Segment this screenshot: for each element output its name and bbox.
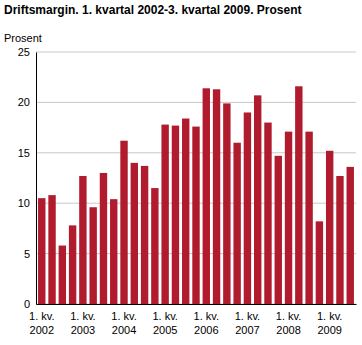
bar (48, 195, 55, 304)
bar (110, 199, 117, 304)
bar (347, 167, 354, 304)
y-tick-label: 15 (18, 147, 30, 159)
bar (161, 125, 168, 304)
bar (192, 127, 199, 304)
grid (36, 52, 356, 304)
bar (326, 151, 333, 304)
bar (69, 225, 76, 304)
x-tick: 1. kv.2002 (29, 304, 54, 336)
bar (100, 173, 107, 304)
grid-line (36, 102, 356, 103)
bar (233, 143, 240, 304)
bar (223, 103, 230, 304)
y-tick: 5 (24, 248, 36, 260)
bar (151, 188, 158, 304)
plot: 0 5 10 15 20 25 1. kv.2002 1. kv.2003 1. kv.2004… (18, 46, 357, 336)
y-axis: 0 5 10 15 20 25 (18, 46, 37, 310)
x-tick-label: 1. kv.2008 (276, 310, 301, 336)
y-axis-line (36, 53, 37, 305)
y-tick-label: 25 (18, 46, 30, 58)
y-tick: 10 (18, 197, 36, 209)
x-tick: 1. kv.2006 (194, 304, 219, 336)
x-tick-label: 1. kv.2005 (152, 310, 177, 336)
x-tick: 1. kv.2004 (111, 304, 136, 336)
bar (172, 126, 179, 304)
y-tick: 15 (18, 147, 36, 159)
x-tick: 1. kv.2003 (70, 304, 95, 336)
bar (203, 88, 210, 304)
x-tick: 1. kv.2009 (317, 304, 342, 336)
bar (120, 141, 127, 304)
grid-line (36, 52, 356, 53)
y-tick: 0 (24, 298, 36, 310)
x-tick-label: 1. kv.2006 (194, 310, 219, 336)
bar (141, 166, 148, 304)
title: Driftsmargin. 1. kvartal 2002-3. kvartal… (4, 3, 302, 17)
x-tick-label: 1. kv.2007 (235, 310, 260, 336)
bar (59, 246, 66, 304)
y-axis-title: Prosent (4, 32, 42, 44)
x-tick-label: 1. kv.2003 (70, 310, 95, 336)
bar (305, 132, 312, 304)
bar (182, 119, 189, 304)
y-tick-label: 20 (18, 96, 30, 108)
x-axis-line (37, 304, 357, 305)
bar (38, 198, 45, 304)
bars (38, 86, 354, 304)
bar (89, 207, 96, 304)
bar (336, 176, 343, 304)
x-axis: 1. kv.2002 1. kv.2003 1. kv.2004 1. kv.2005… (29, 304, 356, 336)
x-tick-label: 1. kv.2004 (111, 310, 136, 336)
x-tick-label: 1. kv.2002 (29, 310, 54, 336)
bar (275, 156, 282, 304)
y-tick-label: 10 (18, 197, 30, 209)
y-tick-label: 0 (24, 298, 30, 310)
bar (79, 176, 86, 304)
bar (295, 86, 302, 304)
bar (316, 221, 323, 304)
bar (131, 163, 138, 304)
x-tick: 1. kv.2008 (276, 304, 301, 336)
bar (254, 95, 261, 304)
bar (264, 123, 271, 304)
chart: Driftsmargin. 1. kvartal 2002-3. kvartal… (0, 0, 362, 345)
bar (213, 89, 220, 304)
y-tick-label: 5 (24, 248, 30, 260)
x-tick: 1. kv.2005 (152, 304, 177, 336)
x-tick-label: 1. kv.2009 (317, 310, 342, 336)
y-tick: 25 (18, 46, 36, 58)
x-tick: 1. kv.2007 (235, 304, 260, 336)
bar (244, 112, 251, 304)
y-tick: 20 (18, 96, 36, 108)
bar (285, 132, 292, 304)
